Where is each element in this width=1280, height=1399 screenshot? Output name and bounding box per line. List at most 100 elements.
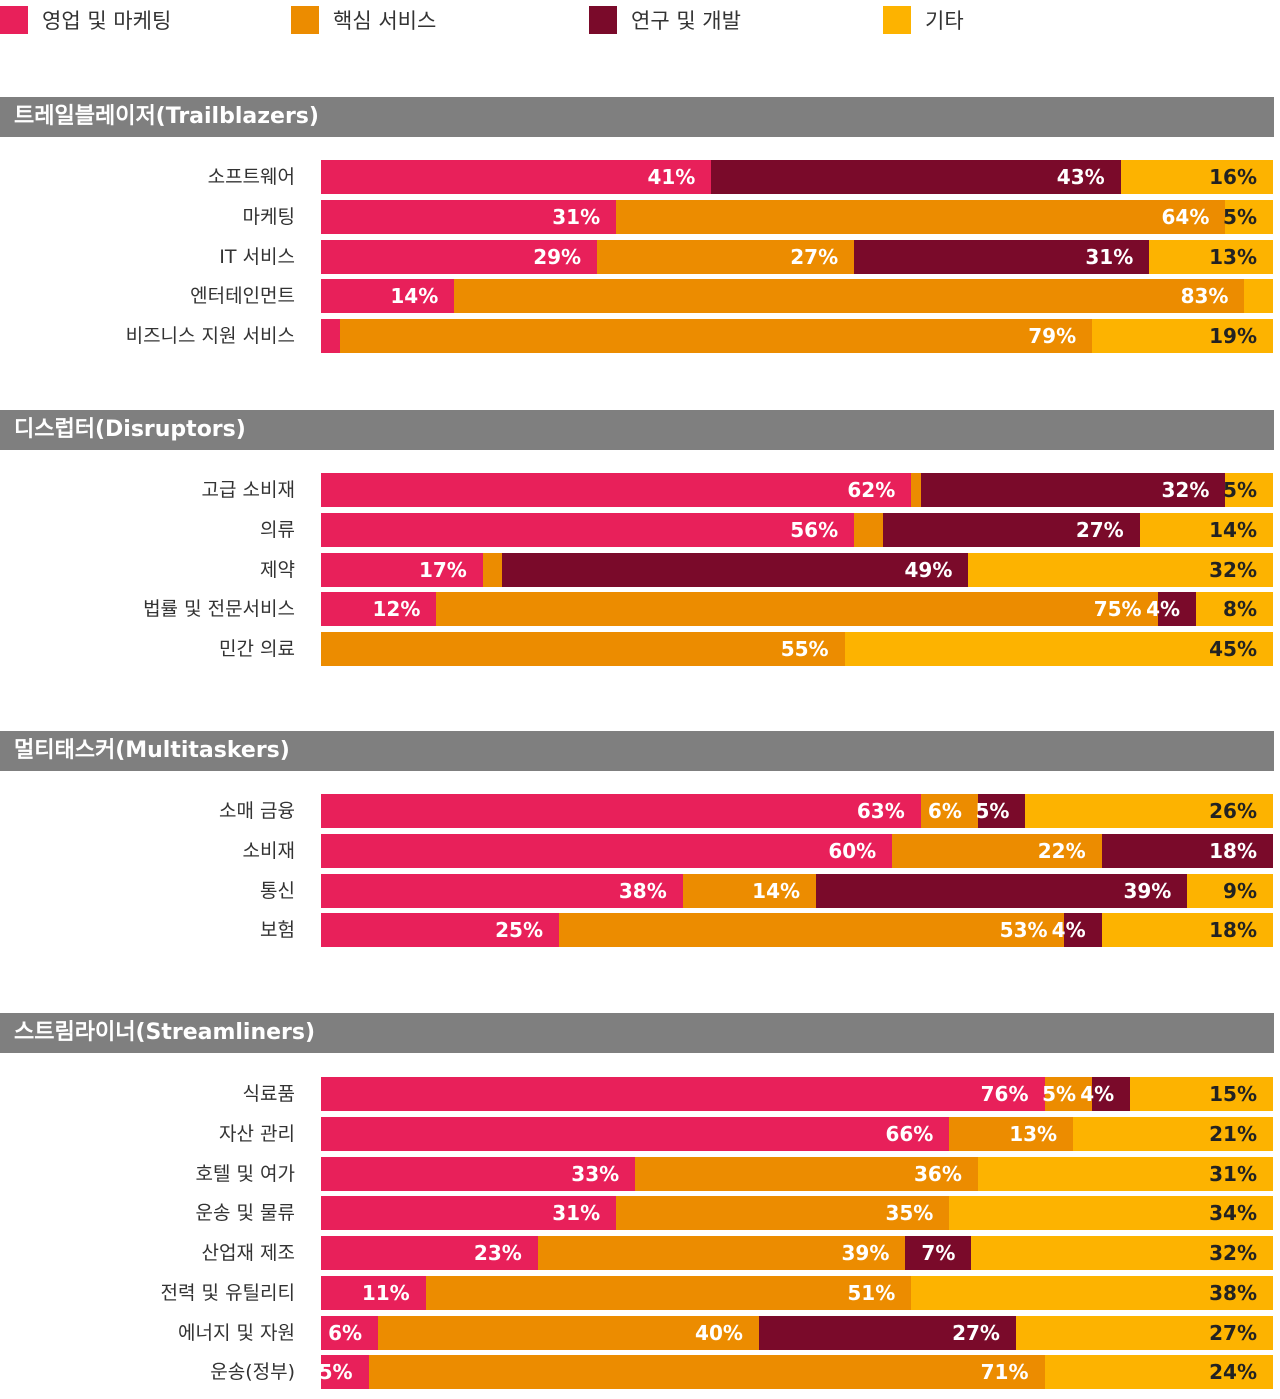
row-label: 제약 — [260, 559, 295, 581]
stacked-bar: 11% 51% 38% — [321, 1276, 1273, 1310]
bar-segment-core — [597, 240, 855, 274]
bar-segment-core — [854, 513, 883, 547]
bar-segment-other — [977, 1157, 1273, 1191]
data-label: 27% — [952, 1321, 1000, 1345]
bar-segment-rnd — [758, 1316, 1016, 1350]
data-label: 4% — [1051, 918, 1086, 942]
bar-segment-sales — [321, 473, 912, 507]
data-label: 5% — [318, 1360, 353, 1384]
legend-label: 연구 및 개발 — [631, 9, 741, 33]
bar-segment-other — [1139, 513, 1273, 547]
bar-segment-rnd — [854, 240, 1150, 274]
data-label: 15% — [1209, 1082, 1257, 1106]
stacked-bar: 12% 75% 4% 8% — [321, 592, 1273, 626]
stacked-bar: 55% 45% — [321, 632, 1273, 666]
data-label: 38% — [618, 879, 667, 903]
bar-segment-rnd — [882, 513, 1140, 547]
row-label: 엔터테인먼트 — [190, 285, 295, 307]
data-label: 31% — [552, 1201, 601, 1225]
legend-item-other: 기타 — [883, 6, 964, 34]
stacked-bar: 41% 43% 16% — [321, 160, 1273, 194]
row-label: 마케팅 — [242, 206, 295, 228]
stacked-bar: 76% 5% 4% 15% — [321, 1077, 1273, 1111]
data-label: 39% — [1123, 879, 1172, 903]
stacked-bar: 5% 71% 24% — [318, 1355, 1273, 1389]
stacked-bar: 62% 32% 5% — [321, 473, 1273, 507]
bar-segment-sales — [321, 200, 617, 234]
row-label: 에너지 및 자원 — [178, 1322, 295, 1344]
data-label: 29% — [533, 245, 582, 269]
legend-item-core: 핵심 서비스 — [291, 6, 436, 34]
bar-segment-core — [911, 473, 921, 507]
row-label: IT 서비스 — [219, 246, 295, 268]
bar-segment-core — [892, 834, 1102, 868]
row-label: 보험 — [260, 919, 295, 941]
bar-segment-sales — [321, 553, 483, 587]
legend-swatch — [589, 6, 617, 34]
data-label: 64% — [1161, 205, 1210, 229]
bar-segment-core — [368, 1355, 1045, 1389]
bar-segment-core — [920, 794, 978, 828]
row-label: 의류 — [260, 519, 295, 541]
bar-segment-sales — [321, 834, 893, 868]
bar-segment-other — [1044, 1355, 1273, 1389]
bar-segment-rnd — [1101, 834, 1273, 868]
data-label: 51% — [847, 1281, 896, 1305]
bar-segment-sales — [321, 1196, 617, 1230]
row-label: 소프트웨어 — [207, 166, 295, 188]
data-label: 71% — [980, 1360, 1029, 1384]
group-header: 디스럽터(Disruptors) — [0, 410, 1274, 450]
bar-segment-other — [1015, 1316, 1273, 1350]
stacked-bar: 38% 14% 39% 9% — [321, 874, 1273, 908]
stacked-bar: 63% 6% 5% 26% — [321, 794, 1273, 828]
row-label: 산업재 제조 — [201, 1242, 295, 1264]
stacked-bar: 33% 36% 31% — [321, 1157, 1273, 1191]
data-label: 31% — [552, 205, 601, 229]
data-label: 13% — [1209, 245, 1257, 269]
row-label: 자산 관리 — [219, 1123, 295, 1145]
bar-segment-core — [378, 1316, 759, 1350]
bar-segment-sales — [321, 592, 437, 626]
data-label: 18% — [1209, 918, 1257, 942]
data-label: 32% — [1209, 1241, 1257, 1265]
bar-segment-other — [971, 1236, 1273, 1270]
bar-segment-other — [1025, 794, 1273, 828]
data-label: 55% — [780, 637, 829, 661]
legend-swatch — [883, 6, 911, 34]
data-label: 27% — [790, 245, 839, 269]
data-label: 19% — [1209, 324, 1257, 348]
data-label: 27% — [1075, 518, 1124, 542]
data-label: 13% — [1009, 1122, 1058, 1146]
stacked-bar: 60% 22% 18% — [321, 834, 1273, 868]
data-label: 63% — [856, 799, 905, 823]
data-label: 12% — [372, 597, 421, 621]
row-label: 소매 금융 — [219, 800, 295, 822]
data-label: 26% — [1209, 799, 1257, 823]
row-label: 운송 및 물류 — [195, 1202, 295, 1224]
legend-label: 영업 및 마케팅 — [42, 9, 172, 33]
bar-segment-rnd — [816, 874, 1188, 908]
stacked-bar: 56% 27% 14% — [321, 513, 1273, 547]
row-label: 전력 및 유틸리티 — [160, 1282, 295, 1304]
data-label: 14% — [752, 879, 801, 903]
data-label: 16% — [1209, 165, 1257, 189]
row-label: 호텔 및 여가 — [195, 1163, 295, 1185]
bar-segment-sales — [321, 1316, 379, 1350]
data-label: 6% — [927, 799, 962, 823]
bar-segment-sales — [321, 874, 683, 908]
data-label: 8% — [1223, 597, 1257, 621]
bar-segment-core — [616, 200, 1226, 234]
data-label: 17% — [418, 558, 467, 582]
bar-segment-other — [1196, 592, 1273, 626]
legend-item-rnd: 연구 및 개발 — [589, 6, 741, 34]
bar-segment-sales — [321, 319, 341, 353]
data-label: 32% — [1161, 478, 1210, 502]
bar-segment-core — [682, 874, 817, 908]
stacked-bar: 29% 27% 31% 13% — [321, 240, 1273, 274]
stacked-bar: 66% 13% 21% — [321, 1117, 1273, 1151]
data-label: 66% — [885, 1122, 934, 1146]
bar-segment-rnd — [977, 794, 1026, 828]
data-label: 60% — [828, 839, 877, 863]
group-header: 트레일블레이저(Trailblazers) — [0, 97, 1274, 137]
legend-label: 핵심 서비스 — [333, 9, 437, 33]
